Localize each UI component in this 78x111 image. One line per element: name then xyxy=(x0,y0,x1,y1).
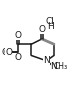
Text: H: H xyxy=(47,22,54,31)
Text: N: N xyxy=(51,62,57,71)
Text: O: O xyxy=(3,48,10,57)
Text: O: O xyxy=(5,48,12,57)
Text: N: N xyxy=(43,56,50,65)
Text: O: O xyxy=(14,53,21,62)
Text: CH₃: CH₃ xyxy=(53,61,67,70)
Text: O: O xyxy=(38,25,45,34)
Text: O: O xyxy=(14,31,21,40)
Text: O: O xyxy=(1,48,8,57)
Text: Cl: Cl xyxy=(46,17,55,26)
